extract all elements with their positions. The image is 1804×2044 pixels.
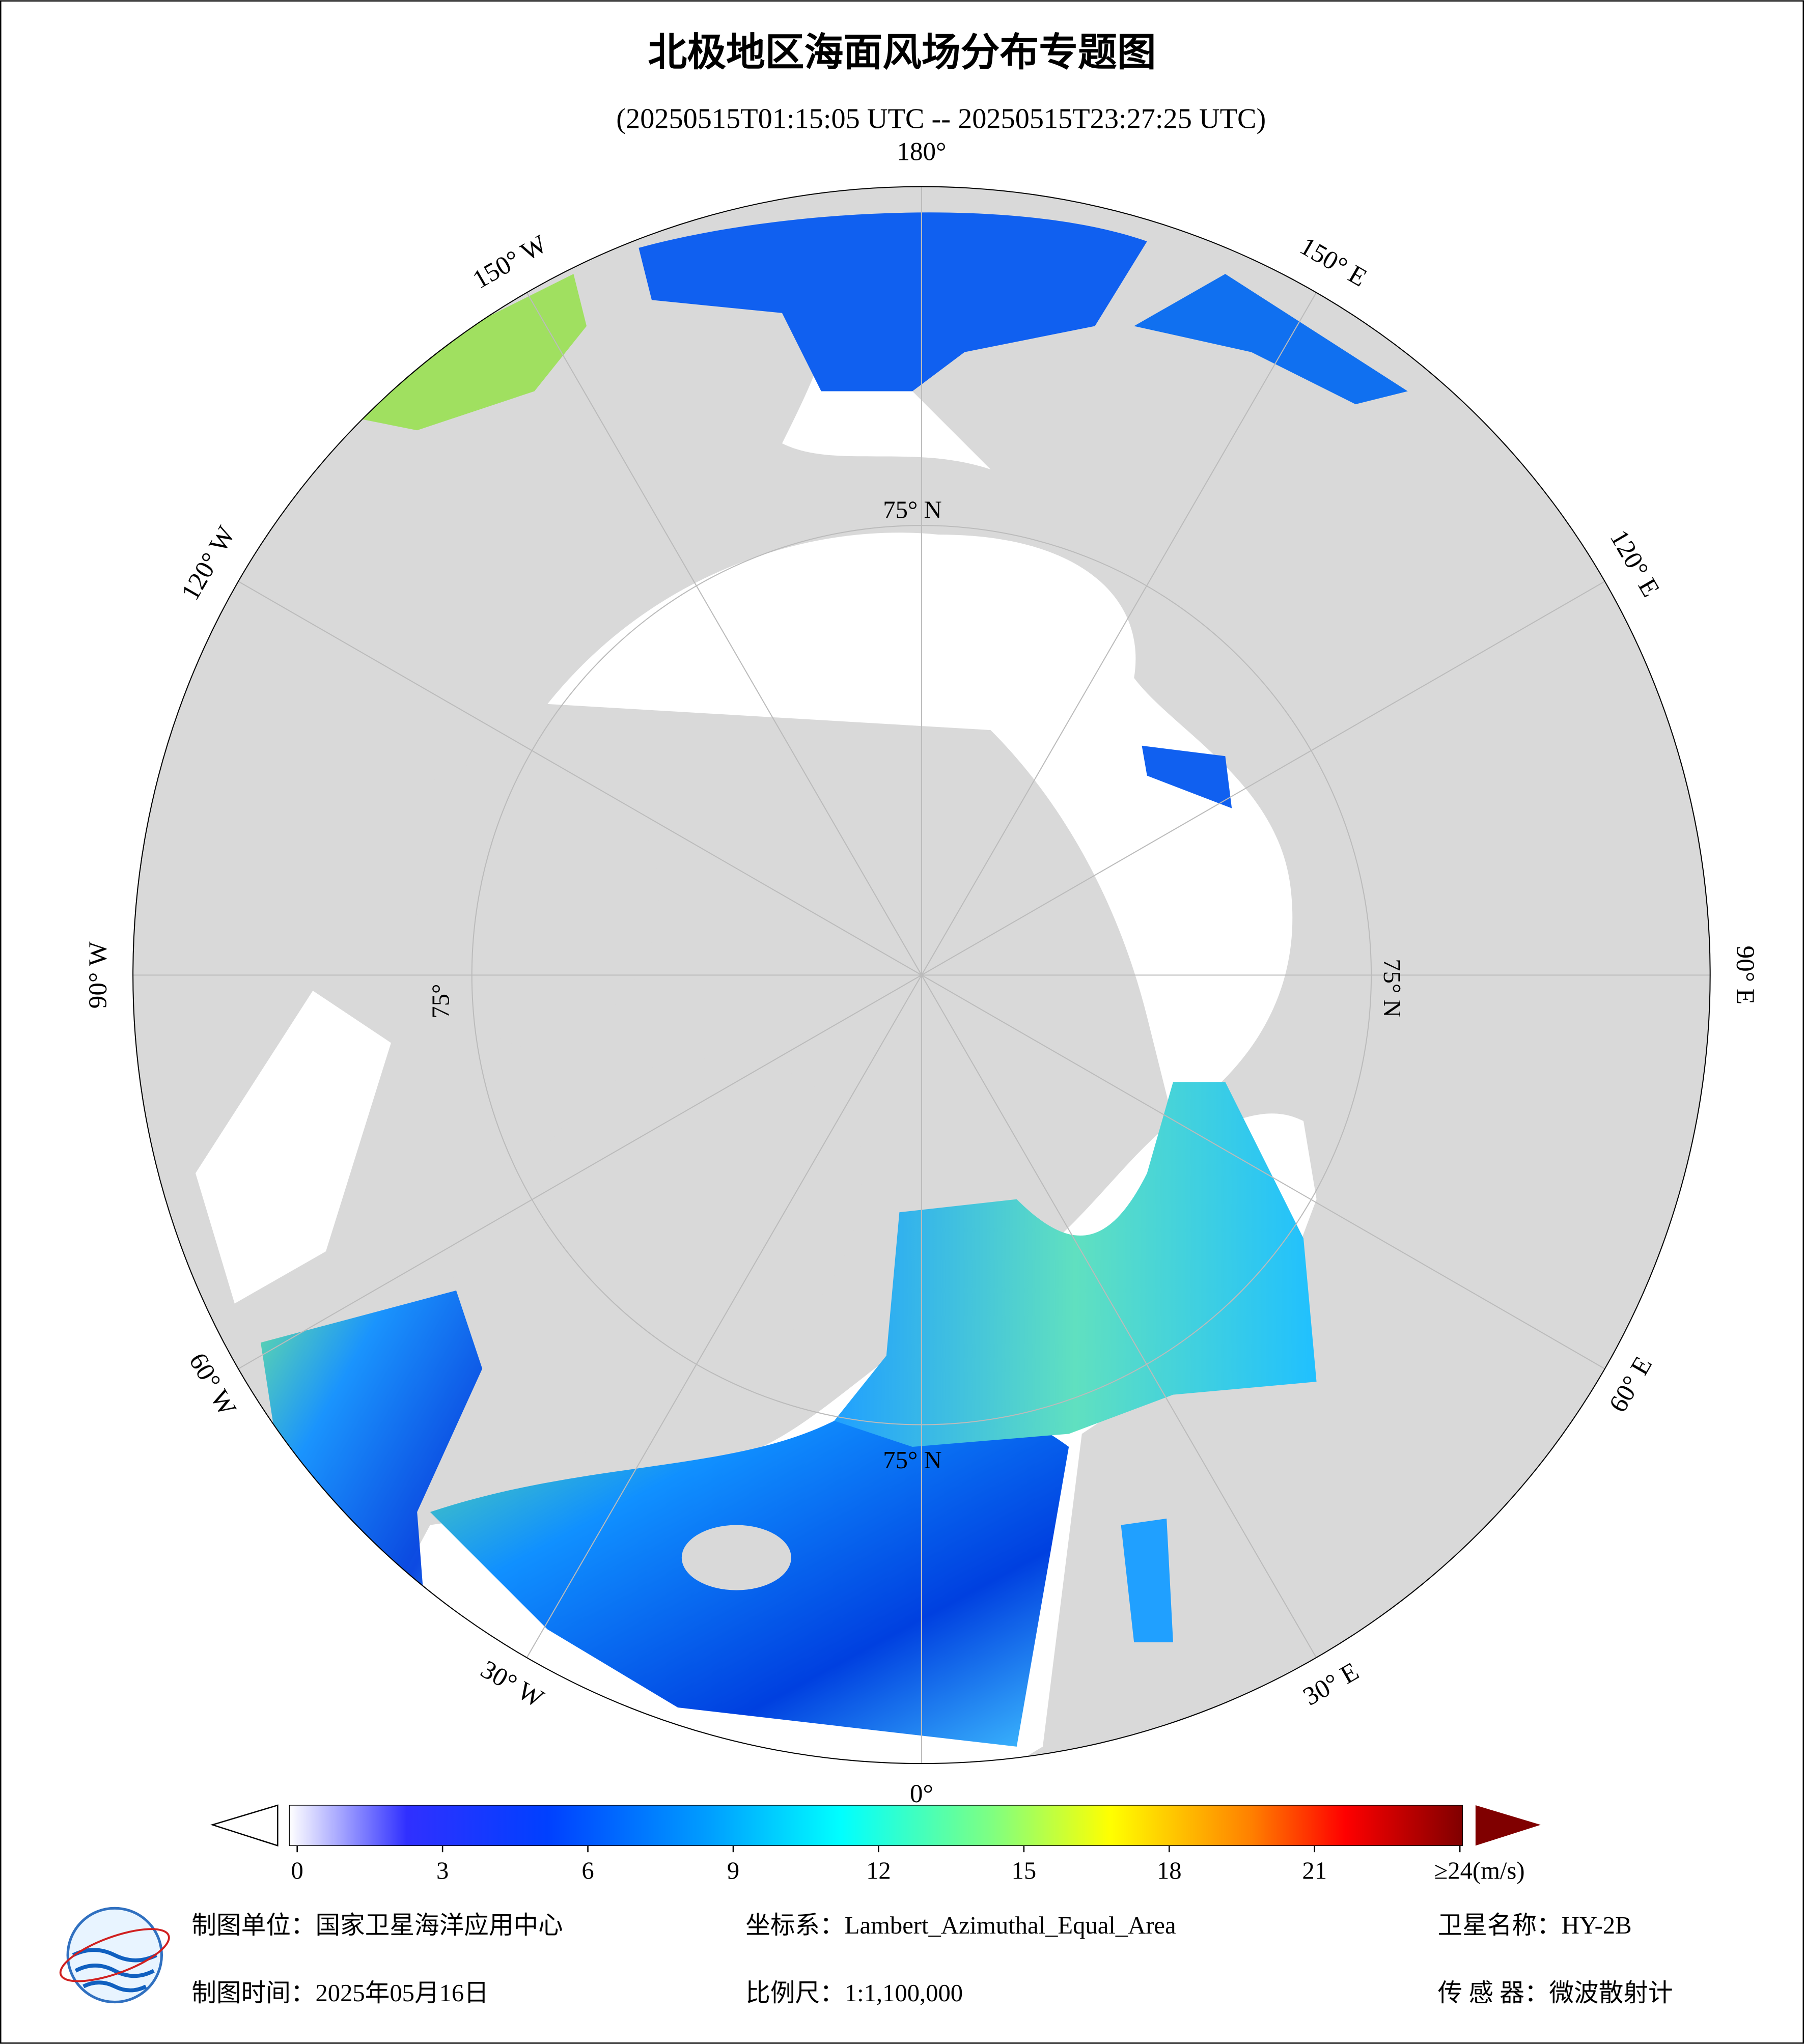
footer-text: 卫星名称：HY-2B (1438, 1912, 1632, 1939)
colorbar-under (210, 1804, 279, 1847)
footer-text: 制图单位：国家卫星海洋应用中心 (191, 1912, 563, 1939)
colorbar-tick-label: 12 (866, 1857, 891, 1884)
footer-text: 制图时间：2025年05月16日 (191, 1979, 489, 2007)
colorbar-over (1475, 1805, 1541, 1846)
colorbar-tick-label: 18 (1157, 1857, 1182, 1884)
lon-label: 90° E (1731, 945, 1760, 1004)
colorbar-tick-label: 15 (1012, 1857, 1037, 1884)
colorbar (289, 1805, 1463, 1846)
lon-label: 0° (910, 1779, 933, 1808)
subtitle: (20250515T01:15:05 UTC -- 20250515T23:27… (616, 103, 1266, 134)
colorbar-tick-label: 6 (581, 1857, 594, 1884)
map-border (132, 186, 1711, 1765)
footer-text: 传 感 器：微波散射计 (1438, 1979, 1673, 2007)
colorbar-tick-label: 3 (436, 1857, 449, 1884)
lat-label: 75° (427, 984, 455, 1019)
footer-text: 坐标系：Lambert_Azimuthal_Equal_Area (745, 1912, 1176, 1939)
lon-label: 90° W (84, 941, 113, 1009)
colorbar-tick-label: ≥24(m/s) (1434, 1857, 1525, 1884)
title: 北极地区海面风场分布专题图 (648, 30, 1156, 75)
colorbar-tick-label: 9 (727, 1857, 739, 1884)
footer-text: 比例尺：1:1,100,000 (745, 1979, 963, 2007)
lat-label: 75° N (883, 496, 941, 524)
map (133, 186, 1710, 1764)
colorbar-tick-label: 21 (1302, 1857, 1327, 1884)
colorbar-tick-label: 0 (291, 1857, 303, 1884)
lat-label: 75° N (883, 1446, 941, 1474)
lon-label: 180° (897, 137, 946, 166)
lat-label: 75° N (1378, 959, 1406, 1017)
logo (59, 1907, 170, 2004)
